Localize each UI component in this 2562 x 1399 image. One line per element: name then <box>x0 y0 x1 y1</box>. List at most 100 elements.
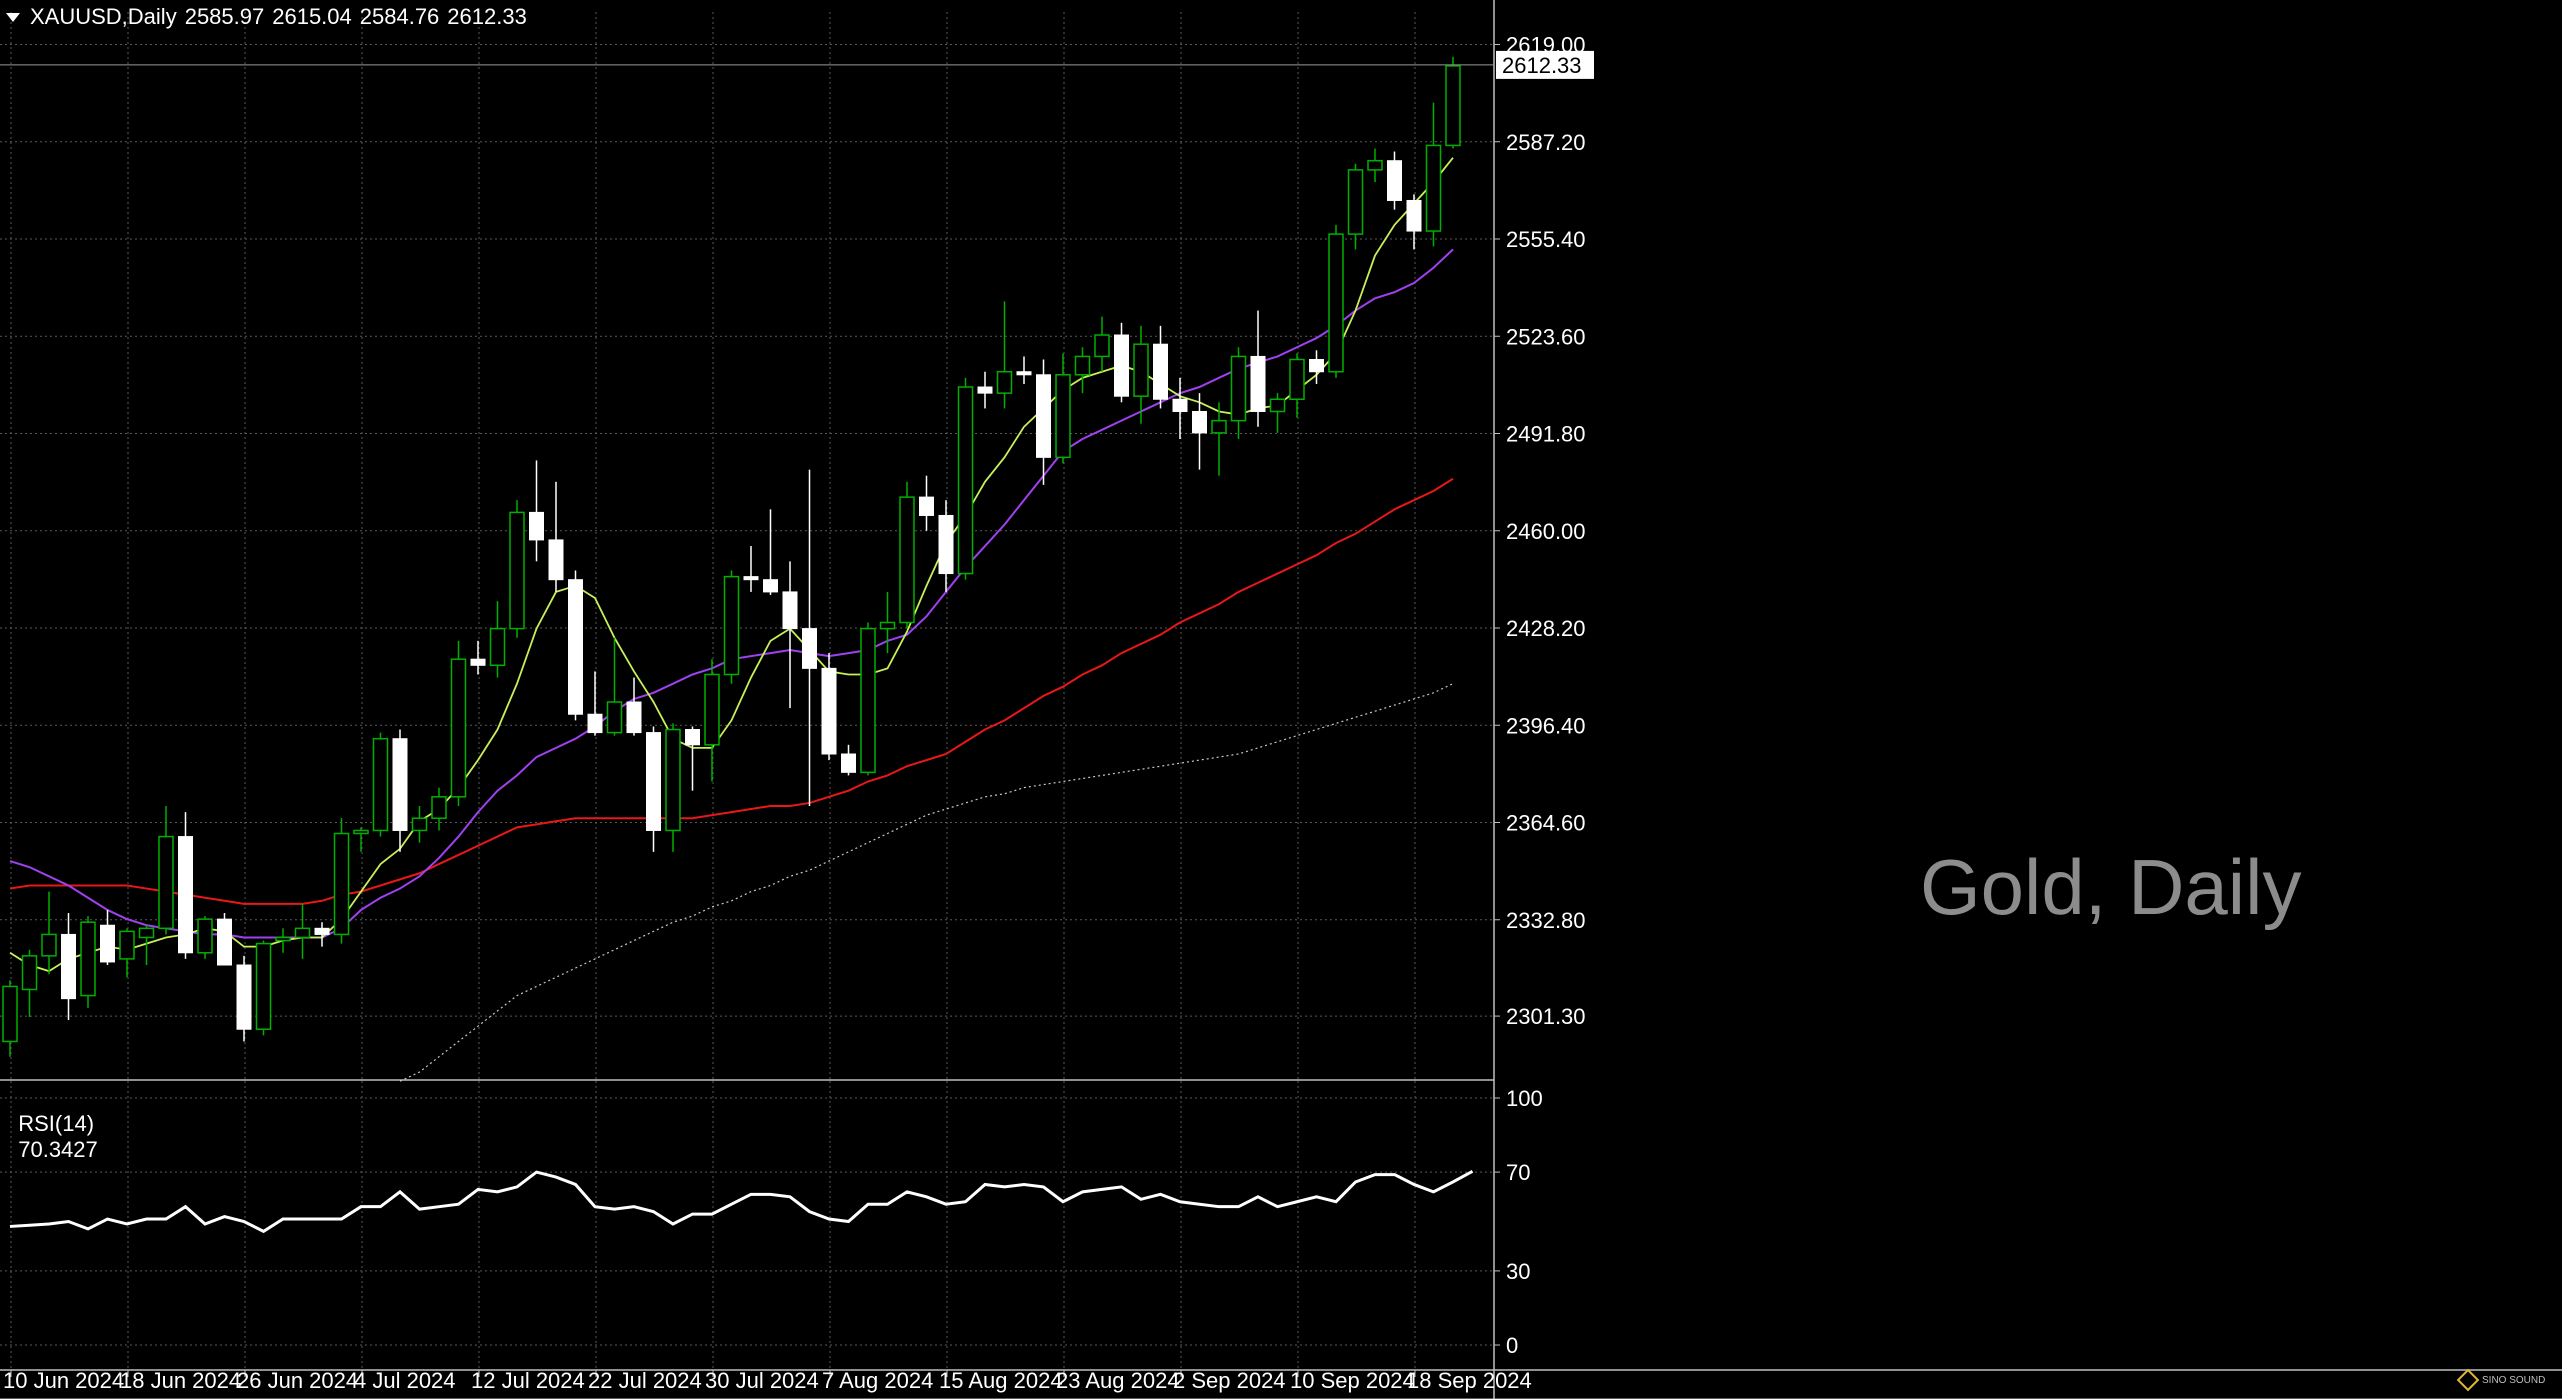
candle-body-down <box>1309 358 1324 373</box>
candle-body-down <box>568 579 583 715</box>
candle-body-up <box>509 511 525 630</box>
candle-body-up <box>1347 169 1364 235</box>
candle-body-down <box>392 738 408 831</box>
rsi-tick-label: 70 <box>1506 1160 1530 1185</box>
price-tick-label: 2619.00 <box>1506 33 1586 58</box>
time-tick-label: 2 Sep 2024 <box>1173 1368 1286 1393</box>
candle-body-down <box>685 729 700 746</box>
candle <box>217 913 232 966</box>
candle-body-up <box>21 955 38 991</box>
candle-body-down <box>1153 343 1168 400</box>
dropdown-triangle-icon[interactable] <box>6 12 20 22</box>
candle-body-down <box>1172 398 1188 412</box>
rsi-tick-label: 100 <box>1506 1086 1543 1111</box>
candle-body-down <box>1250 355 1266 412</box>
candle <box>899 481 915 629</box>
candle <box>957 377 974 580</box>
rsi-value: 70.3427 <box>18 1137 98 1162</box>
candle-body-up <box>1230 355 1247 422</box>
candle-body-down <box>100 924 115 963</box>
candle-body-up <box>294 927 311 939</box>
candle-body-down <box>217 918 232 966</box>
price-tick-label: 2364.60 <box>1506 811 1586 836</box>
candle-body-down <box>646 732 661 831</box>
time-tick-label: 12 Jul 2024 <box>471 1368 585 1393</box>
candle <box>646 726 661 852</box>
candle <box>158 805 174 935</box>
candle-body-up <box>450 658 467 798</box>
time-tick-label: 4 Jul 2024 <box>354 1368 456 1393</box>
last-price-marker: 2612.33 <box>0 50 1594 79</box>
candle-body-up <box>1055 374 1071 459</box>
candle-body-up <box>431 796 447 819</box>
candle <box>1153 325 1168 409</box>
candle-body-down <box>821 667 837 755</box>
candle-body-up <box>333 832 350 936</box>
candle-body-up <box>158 835 174 930</box>
last-price-box <box>1496 50 1594 79</box>
candle <box>665 723 681 852</box>
logo-diamond-icon <box>2456 1368 2480 1392</box>
candle <box>821 653 837 761</box>
candle-body-down <box>548 539 564 581</box>
rsi-label: RSI(14) <box>18 1111 95 1136</box>
time-tick-label: 30 Jul 2024 <box>705 1368 819 1393</box>
candle-body-up <box>1094 334 1110 358</box>
candle <box>2 980 18 1057</box>
candle <box>723 570 740 684</box>
candle-body-down <box>919 496 934 516</box>
candle-body-up <box>879 621 896 630</box>
candle-body-up <box>197 918 213 954</box>
candle <box>1016 356 1032 384</box>
candle <box>80 916 96 1008</box>
candle <box>1192 393 1207 470</box>
rsi-series <box>9 1169 1474 1234</box>
candle <box>860 622 876 776</box>
candle-body-down <box>743 576 759 581</box>
candle <box>1055 353 1071 464</box>
chart-header: XAUUSD,Daily 2585.97 2615.04 2584.76 261… <box>6 4 535 30</box>
candle <box>529 460 544 562</box>
candle-body-down <box>1016 371 1032 376</box>
candle-body-up <box>1328 233 1344 373</box>
candle <box>919 475 934 531</box>
candle <box>100 909 115 966</box>
time-tick-label: 15 Aug 2024 <box>939 1368 1063 1393</box>
candle <box>1309 350 1324 384</box>
rsi-header: RSI(14) 70.3427 <box>6 1085 106 1163</box>
candle-body-up <box>723 575 740 676</box>
candle-body-down <box>61 933 76 1000</box>
candle <box>1269 393 1286 433</box>
price-tick-label: 2301.30 <box>1506 1004 1586 1029</box>
candle-body-up <box>1133 343 1149 397</box>
candle <box>178 812 193 959</box>
ma-slow-series <box>9 477 1454 905</box>
candle <box>470 640 486 675</box>
candle <box>333 818 350 944</box>
candle-body-up <box>1074 355 1091 376</box>
low-value: 2584.76 <box>359 4 440 29</box>
time-tick-label: 26 Jun 2024 <box>237 1368 358 1393</box>
candle <box>41 891 57 975</box>
candle <box>1367 148 1383 183</box>
candle-body-up <box>2 985 18 1043</box>
candle <box>1172 377 1188 440</box>
candle-body-up <box>1289 358 1305 400</box>
candle <box>1211 402 1227 476</box>
candle-body-up <box>80 921 96 997</box>
candle-body-down <box>1114 334 1129 397</box>
candle <box>431 787 447 831</box>
candle <box>411 805 428 843</box>
broker-logo: SINO SOUND <box>2456 1368 2545 1392</box>
candle-body-up <box>860 627 876 774</box>
candle-body-up <box>996 370 1013 394</box>
candle-body-down <box>763 579 778 593</box>
candle <box>236 955 252 1042</box>
candle-body-down <box>1406 199 1422 232</box>
candle-body-up <box>606 701 623 734</box>
price-tick-label: 2332.80 <box>1506 908 1586 933</box>
time-tick-label: 10 Jun 2024 <box>3 1368 124 1393</box>
candle <box>275 928 291 953</box>
price-tick-label: 2428.20 <box>1506 616 1586 641</box>
